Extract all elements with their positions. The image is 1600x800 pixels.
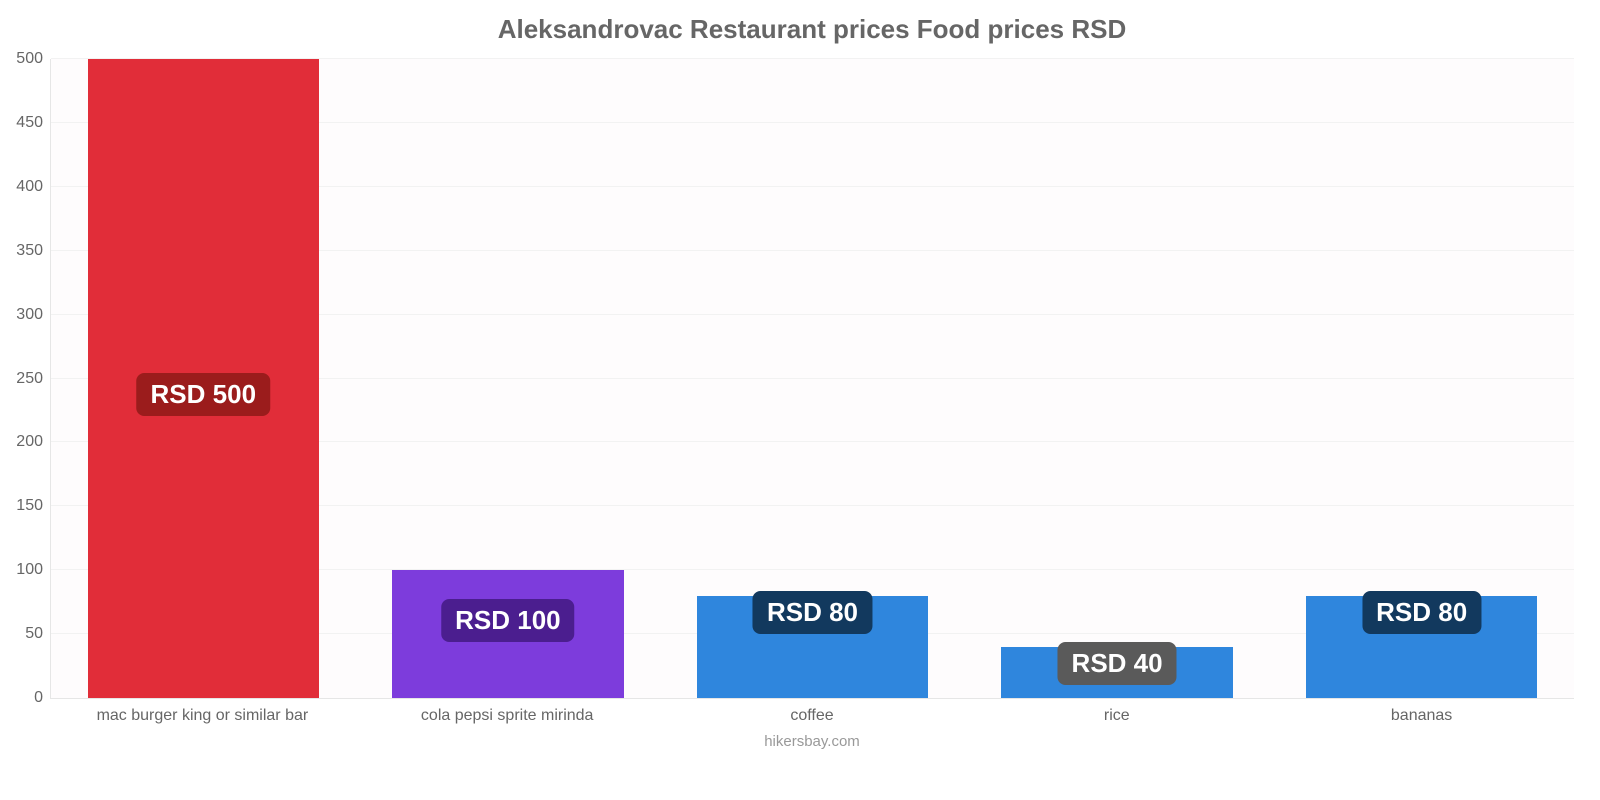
y-tick-label: 0 bbox=[34, 689, 51, 707]
y-tick-label: 300 bbox=[16, 306, 51, 324]
y-tick-label: 100 bbox=[16, 561, 51, 579]
bar-slot: RSD 80 bbox=[1269, 59, 1574, 698]
bar-value-badge: RSD 40 bbox=[1058, 642, 1177, 685]
y-tick-label: 200 bbox=[16, 433, 51, 451]
bar: RSD 100 bbox=[392, 570, 623, 698]
bar-value-badge: RSD 80 bbox=[1362, 591, 1481, 634]
x-axis-label: bananas bbox=[1269, 707, 1574, 725]
price-bar-chart: Aleksandrovac Restaurant prices Food pri… bbox=[0, 0, 1600, 800]
bar-slot: RSD 40 bbox=[965, 59, 1270, 698]
x-axis-label: cola pepsi sprite mirinda bbox=[355, 707, 660, 725]
bar-value-badge: RSD 500 bbox=[137, 373, 271, 416]
bar: RSD 40 bbox=[1001, 647, 1232, 698]
plot-area: RSD 500RSD 100RSD 80RSD 40RSD 80 0501001… bbox=[50, 59, 1574, 699]
bar-slot: RSD 500 bbox=[51, 59, 356, 698]
bar: RSD 80 bbox=[697, 596, 928, 698]
bar: RSD 80 bbox=[1306, 596, 1537, 698]
x-axis-label: mac burger king or similar bar bbox=[50, 707, 355, 725]
y-tick-label: 400 bbox=[16, 178, 51, 196]
y-tick-label: 150 bbox=[16, 497, 51, 515]
bar-slot: RSD 80 bbox=[660, 59, 965, 698]
y-tick-label: 250 bbox=[16, 370, 51, 388]
bar-slot: RSD 100 bbox=[356, 59, 661, 698]
bar-value-badge: RSD 80 bbox=[753, 591, 872, 634]
x-axis-label: coffee bbox=[660, 707, 965, 725]
y-tick-label: 450 bbox=[16, 114, 51, 132]
bar: RSD 500 bbox=[88, 59, 319, 698]
y-tick-label: 500 bbox=[16, 50, 51, 68]
y-tick-label: 50 bbox=[25, 625, 51, 643]
bars-container: RSD 500 RSD 100 RSD 80 RSD 40 RSD 80 bbox=[51, 59, 1574, 698]
chart-title: Aleksandrovac Restaurant prices Food pri… bbox=[50, 10, 1574, 59]
x-axis-labels: mac burger king or similar barcola pepsi… bbox=[50, 707, 1574, 725]
x-axis-label: rice bbox=[964, 707, 1269, 725]
y-tick-label: 350 bbox=[16, 242, 51, 260]
chart-footer-credit: hikersbay.com bbox=[50, 733, 1574, 750]
bar-value-badge: RSD 100 bbox=[441, 599, 575, 642]
